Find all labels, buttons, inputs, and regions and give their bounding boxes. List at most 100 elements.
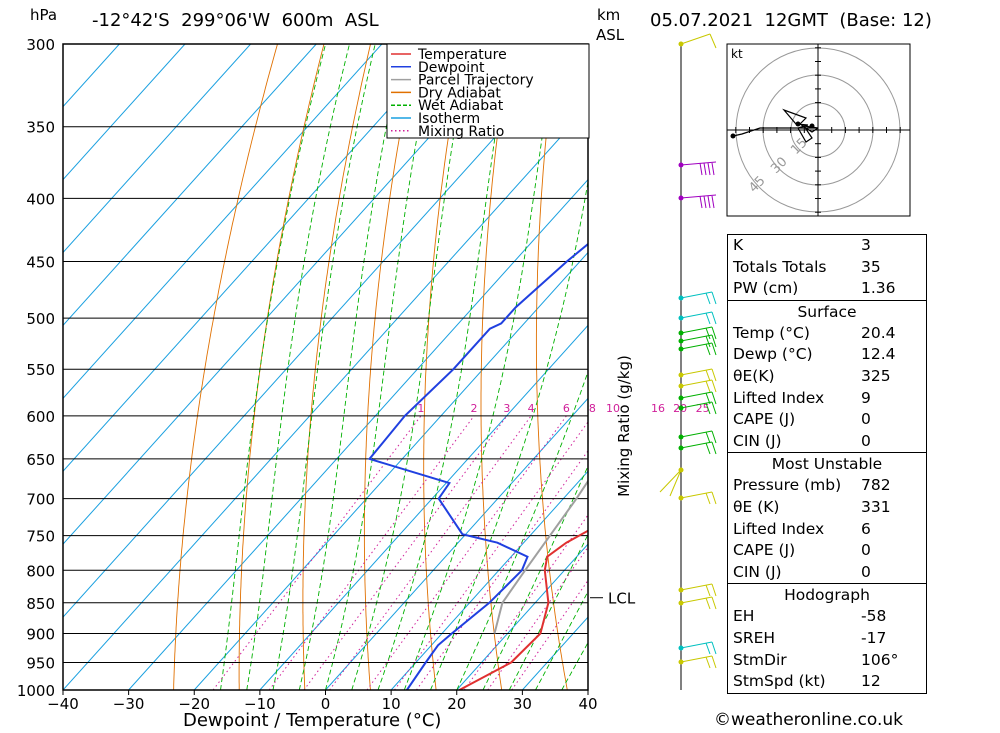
isotherm-line — [259, 324, 588, 690]
isotherm-line — [63, 44, 383, 400]
dry-adiabat-line — [173, 44, 278, 690]
pressure-tick-label: 650 — [26, 451, 55, 469]
mixing-ratio-line — [487, 546, 588, 690]
asl-label: ASL — [596, 26, 625, 44]
wind-barb-feather — [705, 327, 711, 340]
wind-barb-feather — [711, 334, 717, 348]
wind-barb-feather — [705, 642, 711, 655]
pressure-tick-label: 750 — [26, 528, 55, 546]
hpa-label: hPa — [30, 6, 58, 24]
wind-barb-shaft — [680, 326, 713, 334]
temperature-tick-label: 20 — [447, 695, 466, 713]
most-unstable-box: Most Unstable Pressure (mb) 782 θE (K) 331… — [727, 452, 927, 584]
mixing-ratio-label: 6 — [563, 402, 570, 415]
legend-entry-label: Parcel Trajectory — [418, 73, 534, 89]
wind-barb-feather — [705, 597, 711, 610]
km-label: km — [597, 6, 621, 24]
dewpoint-curve — [367, 242, 588, 690]
isotherm-line — [456, 543, 588, 690]
wind-barb-feather — [711, 583, 717, 597]
temperature-tick-label: −30 — [113, 695, 145, 713]
wind-barb-feather — [711, 641, 717, 655]
wind-barb-shaft — [680, 161, 717, 166]
isotherm-line — [63, 105, 588, 690]
wind-barb-feather — [705, 343, 711, 356]
credit-text: ©weatheronline.co.uk — [714, 710, 904, 730]
mixing-ratio-label: 16 — [651, 402, 665, 415]
hodograph-storm-marker — [809, 123, 815, 129]
wind-barb-shaft — [680, 401, 713, 409]
pressure-tick-label: 850 — [26, 595, 55, 613]
isotherm-line — [63, 44, 252, 254]
hodograph-stats-box: Hodograph EH -58 SREH -17 StmDir 106° StmSp… — [727, 583, 927, 694]
wet-adiabat-line — [246, 44, 350, 690]
pressure-tick-label: 500 — [26, 310, 55, 328]
pressure-tick-label: 400 — [26, 190, 55, 208]
wet-adiabat-line — [351, 44, 470, 690]
wind-barb-feather — [707, 162, 711, 176]
parcel-trajectory-curve — [493, 479, 588, 634]
mixing-ratio-label: 2 — [471, 402, 478, 415]
mixing-ratio-label: 8 — [589, 402, 596, 415]
wind-barb-feather — [705, 584, 711, 597]
legend-entry-label: Wet Adiabat — [418, 98, 504, 114]
mixing-ratio-line — [303, 415, 508, 690]
wind-barb-feather — [699, 162, 703, 176]
wind-barb-feather — [711, 379, 717, 393]
lcl-label: LCL — [608, 590, 636, 608]
temperature-tick-label: −40 — [47, 695, 79, 713]
dry-adiabat-line — [642, 44, 699, 690]
hodograph-trace — [732, 108, 819, 143]
wet-adiabat-line — [430, 179, 588, 690]
hodograph-end-marker — [730, 133, 736, 139]
legend-entry-label: Temperature — [417, 47, 507, 63]
isotherm-line — [63, 44, 514, 545]
wind-barb-feather — [711, 401, 717, 415]
isotherm-line — [193, 251, 588, 690]
mixing-ratio-line — [463, 514, 588, 690]
isotherm-line — [390, 470, 588, 690]
wind-barb-feather — [705, 292, 711, 305]
dry-adiabat-line — [975, 44, 1000, 690]
dry-adiabat-line — [423, 44, 465, 690]
isotherm-line — [325, 397, 588, 690]
temperature-tick-label: 40 — [578, 695, 597, 713]
mixing-ratio-label: 10 — [606, 402, 620, 415]
x-axis-label: Dewpoint / Temperature (°C) — [183, 710, 442, 731]
wind-barb-feather — [711, 596, 717, 610]
wind-barb-feather — [705, 312, 711, 325]
mixing-ratio-axis-label: Mixing Ratio (g/kg) — [615, 355, 633, 497]
wet-adiabat-line — [482, 465, 588, 690]
pressure-tick-label: 700 — [26, 491, 55, 509]
wind-barb-feather — [705, 492, 711, 505]
wind-barb-feather — [711, 291, 717, 305]
wind-barb-shaft — [680, 291, 713, 299]
pressure-tick-label: 550 — [26, 361, 55, 379]
wind-barb-shaft — [680, 311, 713, 319]
wind-barb-feather — [709, 33, 717, 49]
mixing-ratio-line — [511, 579, 588, 690]
mixing-ratio-label: 3 — [503, 402, 510, 415]
pressure-tick-label: 450 — [26, 254, 55, 272]
location-title: -12°42'S 299°06'W 600m ASL — [92, 10, 379, 31]
mixing-ratio-line — [212, 415, 422, 690]
wind-barb-shaft — [680, 194, 717, 199]
wet-adiabat-line — [325, 44, 435, 690]
hodograph-storm-marker — [795, 121, 801, 127]
pressure-tick-label: 900 — [26, 625, 55, 643]
wind-barb-feather — [705, 656, 711, 669]
pressure-tick-label: 950 — [26, 654, 55, 672]
wind-barb-shaft — [659, 469, 682, 493]
wind-barb-feather — [699, 195, 703, 209]
temperature-tick-label: 10 — [382, 695, 401, 713]
wind-barb-feather — [705, 369, 711, 382]
isotherm-line — [63, 44, 580, 618]
wind-barb-shaft — [680, 33, 711, 45]
wind-barb-shaft — [680, 430, 713, 438]
isotherm-line — [63, 44, 448, 472]
temperature-curve — [458, 529, 588, 690]
isotherm-line — [63, 44, 120, 108]
mixing-ratio-line — [268, 415, 475, 690]
dry-adiabat-line — [929, 44, 1000, 690]
